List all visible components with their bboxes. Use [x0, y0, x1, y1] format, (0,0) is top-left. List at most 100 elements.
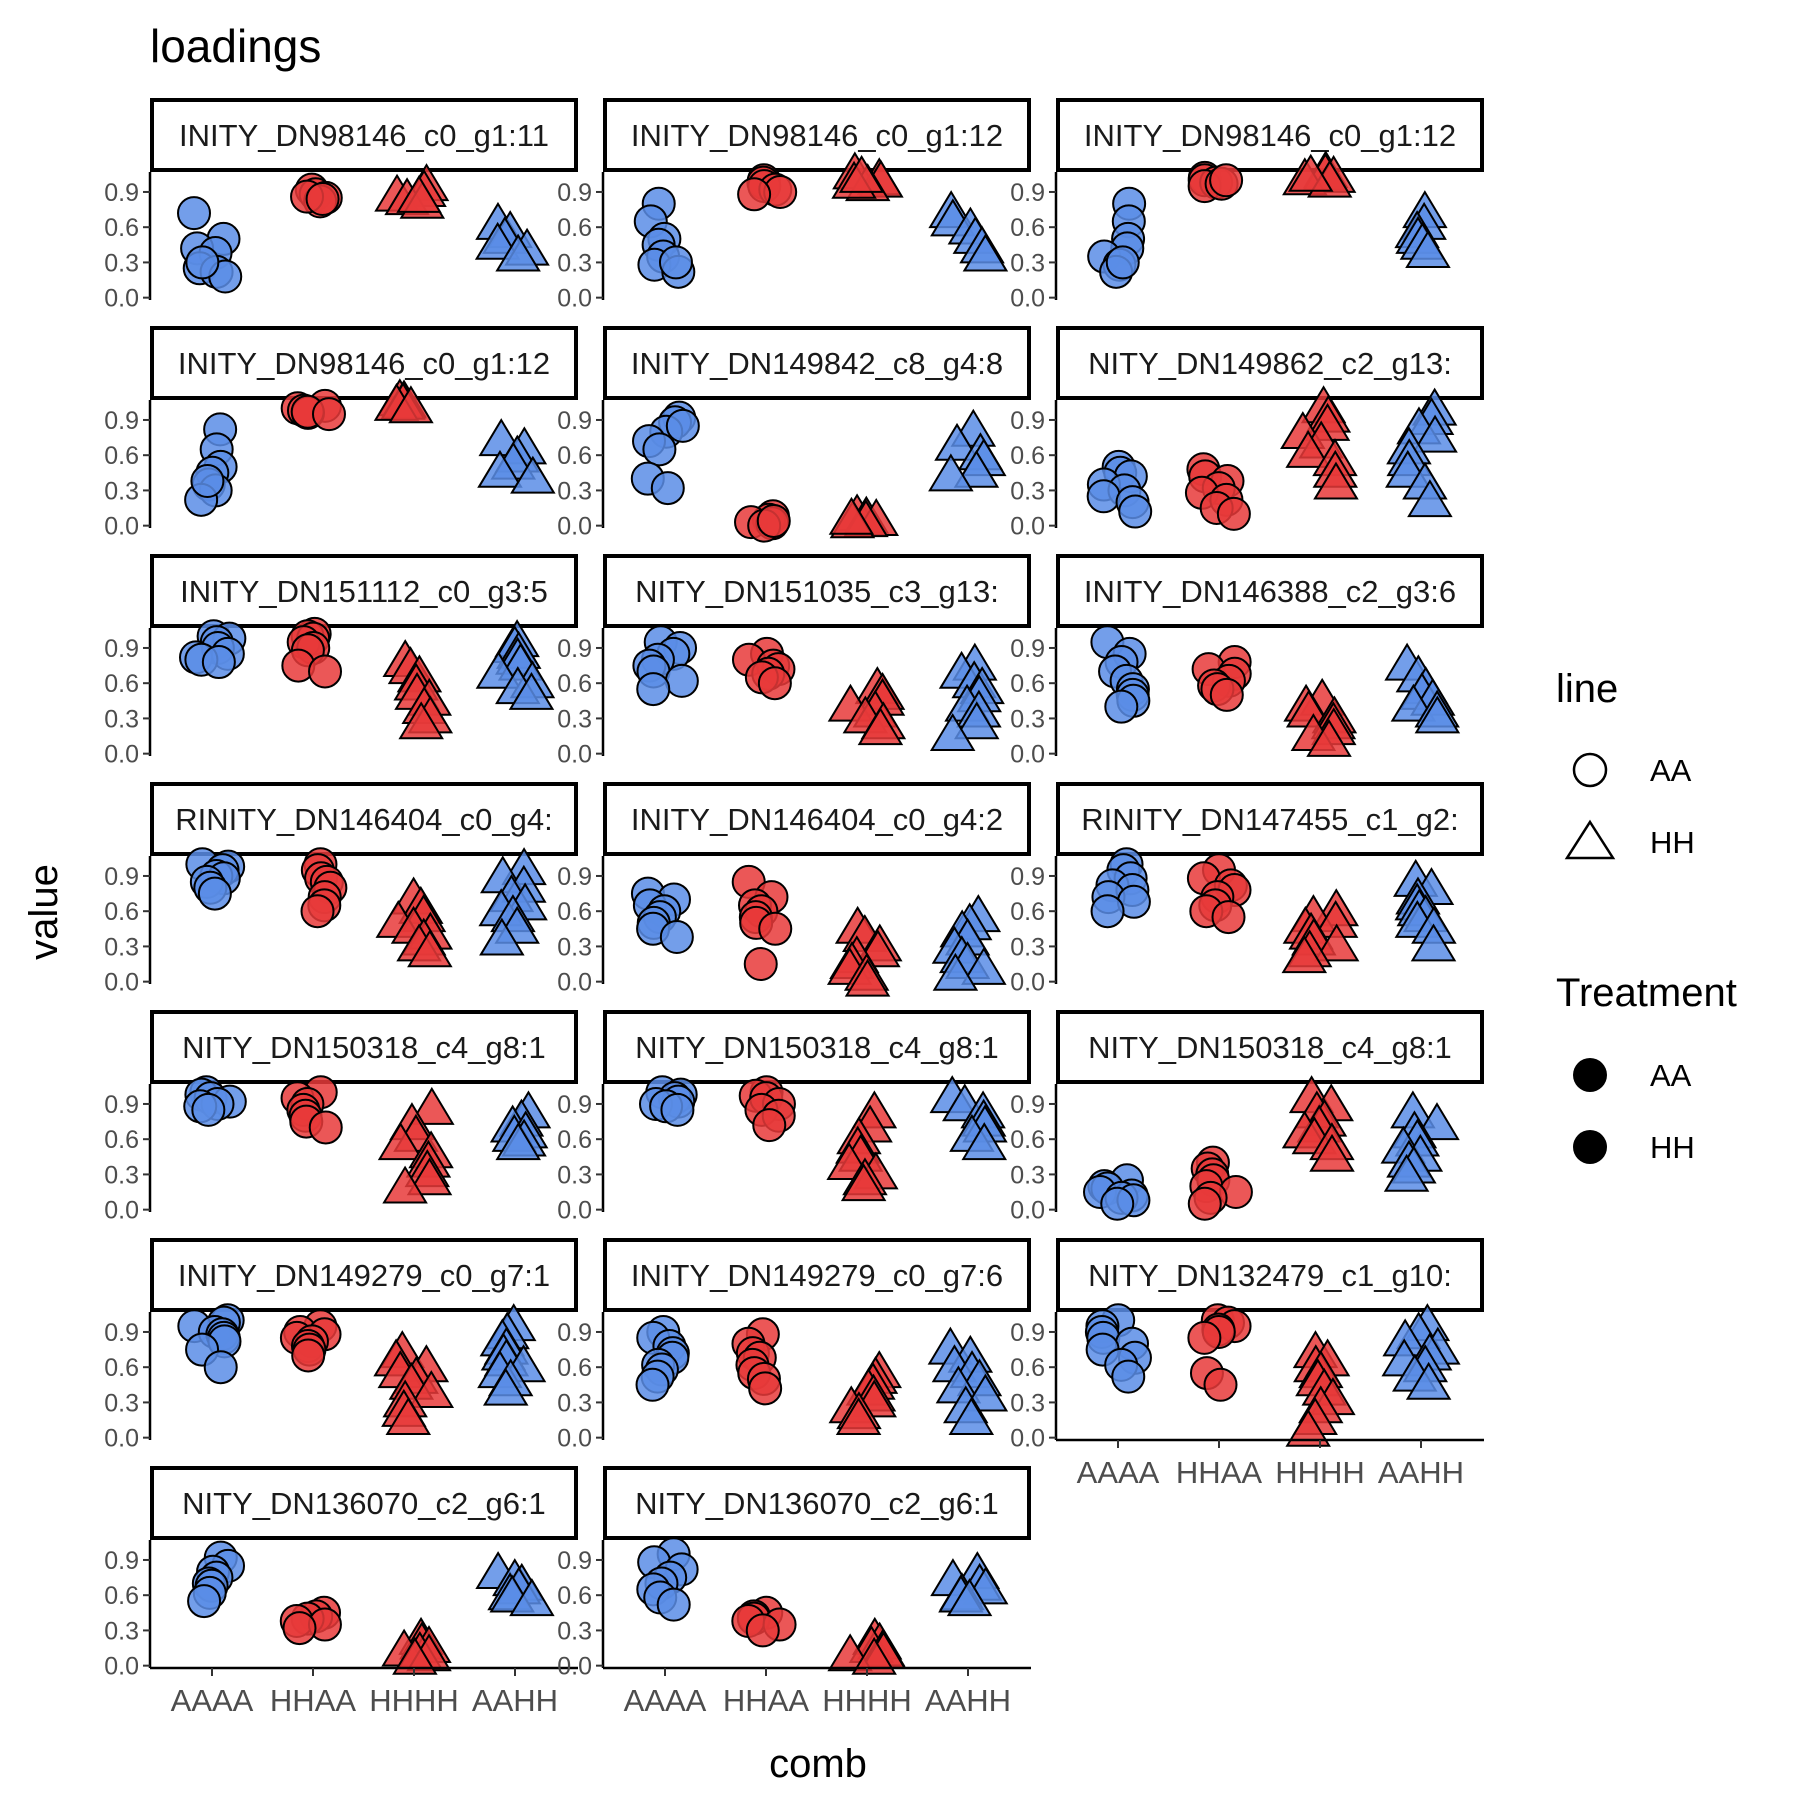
y-tick-label: 0.3 [1010, 249, 1045, 277]
y-tick-label: 0.6 [557, 442, 592, 470]
data-point-triangle [1285, 1408, 1331, 1447]
y-tick-label: 0.3 [104, 1389, 139, 1417]
facet-strip-label: INITY_DN98146_c0_g1:12 [631, 118, 1003, 153]
data-point-circle [177, 196, 211, 231]
data-point-triangle [948, 1397, 995, 1436]
facet-panel: INITY_DN149842_c8_g4:8 0.0 0.3 0.6 0.9 [557, 326, 1031, 543]
y-tick-label: 0.6 [1010, 1126, 1045, 1154]
data-point-circle [1209, 677, 1244, 712]
data-points [636, 1537, 1009, 1675]
facet-panel: RINITY_DN147455_c1_g2: 0.0 0.3 0.6 0.9 [1010, 782, 1484, 997]
y-tick-label: 0.6 [557, 1582, 592, 1610]
facet-strip-label: INITY_DN149279_c0_g7:1 [178, 1258, 550, 1293]
y-tick-label: 0.6 [557, 898, 592, 926]
data-point-triangle [1287, 153, 1334, 192]
x-tick-label: AAAA [171, 1683, 254, 1718]
y-tick-label: 0.3 [1010, 933, 1045, 961]
facet-strip [603, 1238, 1031, 1312]
data-point-triangle [828, 496, 875, 535]
data-point-circle [191, 1092, 226, 1127]
y-tick-label: 0.3 [557, 1389, 592, 1417]
data-point-triangle [1309, 1133, 1355, 1172]
data-point-circle [756, 503, 791, 538]
y-tick-label: 0.9 [1010, 863, 1045, 891]
data-point-circle [1203, 1367, 1238, 1402]
y-tick-label: 0.3 [557, 705, 592, 733]
legend-label-line-aa: AA [1650, 753, 1692, 788]
y-tick-label: 0.9 [104, 1091, 139, 1119]
facet-panel: INITY_DN149279_c0_g7:6 0.0 0.3 0.6 0.9 [557, 1238, 1031, 1453]
facet-strip-label: NITY_DN136070_c2_g6:1 [182, 1486, 546, 1521]
facet-strip-label: INITY_DN149279_c0_g7:6 [631, 1258, 1003, 1293]
data-point-triangle [953, 701, 1000, 740]
y-tick-label: 0.3 [104, 1617, 139, 1645]
facet-strip [150, 1466, 578, 1540]
data-points [185, 847, 548, 968]
data-point-circle [185, 245, 220, 280]
chart-title: loadings [150, 20, 321, 72]
data-point-circle [1111, 1359, 1146, 1394]
facet-strip [150, 98, 578, 172]
facet-strip-label: NITY_DN136070_c2_g6:1 [635, 1486, 999, 1521]
data-points [1086, 385, 1458, 531]
y-tick-label: 0.0 [1010, 513, 1045, 541]
y-tick-label: 0.6 [1010, 214, 1045, 242]
facet-strip-label: NITY_DN150318_c4_g8:1 [1088, 1030, 1452, 1065]
data-points [633, 151, 1009, 289]
data-point-circle [1090, 894, 1125, 929]
y-tick-label: 0.3 [557, 1617, 592, 1645]
data-point-triangle [962, 233, 1009, 272]
data-point-triangle [377, 1122, 424, 1161]
facet-strip [603, 554, 1031, 628]
data-points [1090, 847, 1457, 974]
data-point-triangle [482, 1367, 529, 1406]
y-tick-label: 0.9 [104, 635, 139, 663]
data-point-circle [1211, 900, 1246, 935]
facet-strip [603, 782, 1031, 856]
facet-panel: NITY_DN149862_c2_g13: 0.0 0.3 0.6 0.9 [1010, 326, 1484, 541]
y-tick-label: 0.0 [557, 1197, 592, 1225]
x-tick-label: HHAA [723, 1683, 809, 1718]
data-point-triangle [840, 1163, 887, 1202]
data-point-circle [1086, 479, 1121, 514]
x-tick-label: HHHH [822, 1683, 912, 1718]
data-point-triangle [409, 1086, 455, 1125]
x-tick-label: AAHH [472, 1683, 558, 1718]
facet-strip-label: RINITY_DN147455_c1_g2: [1081, 802, 1458, 837]
facet-strip-label: INITY_DN146404_c0_g4:2 [631, 802, 1003, 837]
y-tick-label: 0.6 [1010, 1354, 1045, 1382]
y-tick-label: 0.6 [557, 1126, 592, 1154]
data-point-circle [737, 177, 772, 212]
legend-label-line-hh: HH [1650, 825, 1695, 860]
data-point-triangle [1412, 414, 1458, 453]
facet-strip-label: NITY_DN151035_c3_g13: [635, 574, 999, 609]
y-tick-label: 0.9 [557, 1091, 592, 1119]
legend-key-filled-circle-icon [1573, 1130, 1607, 1164]
facet-panel: INITY_DN98146_c0_g1:12 0.0 0.3 0.6 0.9 [557, 98, 1031, 313]
y-tick-label: 0.9 [557, 407, 592, 435]
y-tick-label: 0.9 [557, 863, 592, 891]
y-tick-label: 0.9 [104, 1319, 139, 1347]
y-tick-label: 0.9 [557, 179, 592, 207]
data-point-triangle [946, 1578, 993, 1617]
data-point-circle [1216, 496, 1251, 531]
x-tick-label: AAHH [925, 1683, 1011, 1718]
data-points [178, 616, 556, 740]
x-tick-label: HHAA [270, 1683, 356, 1718]
y-tick-label: 0.9 [557, 635, 592, 663]
data-point-triangle [1407, 479, 1453, 518]
data-point-circle [1187, 1320, 1222, 1355]
data-point-circle [745, 1613, 780, 1648]
data-points [1090, 625, 1461, 757]
x-tick-label: HHHH [369, 1683, 459, 1718]
data-point-triangle [1383, 1153, 1430, 1192]
data-point-triangle [851, 1636, 897, 1675]
facet-strip [150, 1010, 578, 1084]
y-tick-label: 0.0 [104, 1197, 139, 1225]
facet-panel: NITY_DN150318_c4_g8:1 0.0 0.3 0.6 0.9 [1010, 1010, 1484, 1225]
y-tick-label: 0.0 [1010, 1425, 1045, 1453]
data-point-triangle [388, 385, 434, 424]
data-point-triangle [961, 946, 1007, 985]
data-point-triangle [508, 671, 555, 710]
y-tick-label: 0.6 [104, 442, 139, 470]
